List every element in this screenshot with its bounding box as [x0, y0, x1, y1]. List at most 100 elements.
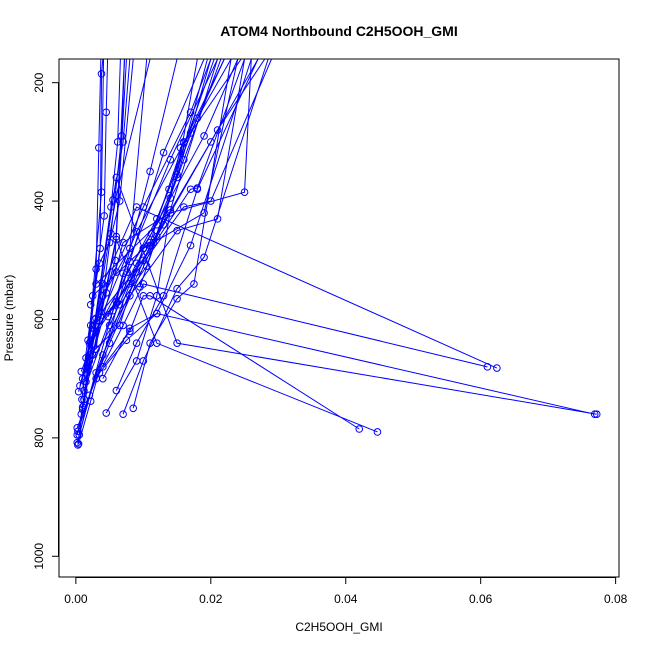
data-point: [111, 256, 119, 265]
data-point: [112, 173, 121, 182]
data-point: [73, 438, 82, 447]
data-point: [80, 395, 88, 404]
data-point: [165, 185, 173, 194]
data-point: [483, 363, 492, 371]
series-line: [87, 59, 246, 368]
x-axis-label: C2H5OOH_GMI: [295, 620, 382, 634]
data-point: [104, 312, 113, 321]
data-point: [180, 155, 188, 164]
series-line: [89, 59, 239, 356]
y-axis: 200 400 600 800 1000: [32, 72, 59, 570]
data-point: [186, 108, 195, 117]
series-line: [122, 59, 269, 415]
series-35: [99, 292, 364, 433]
data-point: [74, 440, 83, 448]
y-axis-label: Pressure (mbar): [2, 275, 16, 362]
series-43: [86, 59, 134, 309]
data-point: [186, 241, 195, 250]
data-point: [355, 425, 364, 433]
y-tick-label: 600: [32, 309, 46, 329]
data-point: [153, 339, 161, 347]
data-point: [129, 404, 138, 413]
series-line: [99, 313, 595, 415]
data-point: [102, 409, 111, 417]
series-line: [85, 59, 125, 359]
data-point: [109, 306, 117, 315]
data-point: [200, 132, 208, 140]
data-point: [99, 351, 107, 359]
data-point: [84, 336, 92, 345]
series-line: [102, 295, 360, 430]
data-point: [146, 167, 154, 176]
x-tick-label: 0.08: [604, 592, 628, 606]
data-point: [105, 339, 114, 347]
data-point: [92, 265, 100, 273]
data-point: [105, 321, 114, 330]
data-point: [95, 368, 104, 377]
data-point: [86, 321, 95, 330]
data-point: [590, 410, 599, 419]
y-tick-label: 800: [32, 428, 46, 448]
data-point: [180, 203, 188, 211]
data-point: [147, 229, 156, 238]
data-point: [78, 395, 86, 404]
series-37: [88, 59, 208, 339]
data-point: [240, 188, 249, 196]
data-point: [75, 431, 84, 439]
series-line: [76, 237, 378, 436]
data-point: [78, 403, 87, 411]
data-point: [200, 253, 208, 262]
data-point: [112, 268, 121, 276]
series-line: [82, 177, 597, 415]
data-point: [119, 138, 127, 146]
data-point: [100, 212, 108, 220]
series-line: [107, 59, 215, 317]
data-point: [73, 431, 82, 439]
data-point: [80, 386, 88, 395]
series-line: [105, 59, 219, 414]
series-layer: [73, 59, 601, 449]
data-point: [115, 321, 124, 330]
data-point: [105, 238, 114, 247]
y-tick-label: 400: [32, 191, 46, 211]
series-line: [82, 59, 109, 379]
data-point: [88, 330, 97, 339]
series-27: [119, 59, 269, 419]
data-point: [153, 309, 161, 318]
x-tick-label: 0.06: [469, 592, 493, 606]
data-point: [173, 294, 181, 303]
data-point: [126, 327, 134, 336]
data-point: [123, 268, 131, 276]
data-point: [115, 197, 124, 205]
y-tick-label: 200: [32, 72, 46, 92]
data-point: [90, 321, 99, 330]
series-line: [95, 283, 488, 379]
series-line: [109, 59, 222, 326]
data-point: [132, 339, 141, 347]
data-point: [97, 188, 106, 196]
series-line: [87, 59, 148, 341]
series-line: [115, 59, 259, 391]
data-point: [97, 70, 106, 78]
data-point: [99, 280, 107, 288]
series-line: [79, 59, 212, 386]
data-point: [119, 410, 127, 419]
chart-title: ATOM4 Northbound C2H5OOH_GMI: [220, 23, 457, 39]
series-line: [90, 59, 134, 305]
data-point: [193, 185, 202, 194]
series-line: [81, 59, 104, 400]
data-point: [95, 259, 104, 268]
data-point: [493, 364, 501, 372]
y-tick-label: 1000: [32, 543, 46, 570]
series-28: [129, 59, 232, 413]
series-31: [78, 173, 601, 419]
data-point: [132, 357, 141, 365]
x-tick-label: 0.04: [334, 592, 358, 606]
data-point: [88, 292, 97, 300]
x-tick-label: 0.00: [64, 592, 88, 606]
data-point: [190, 280, 198, 288]
data-point: [200, 209, 208, 217]
data-point: [102, 289, 111, 297]
